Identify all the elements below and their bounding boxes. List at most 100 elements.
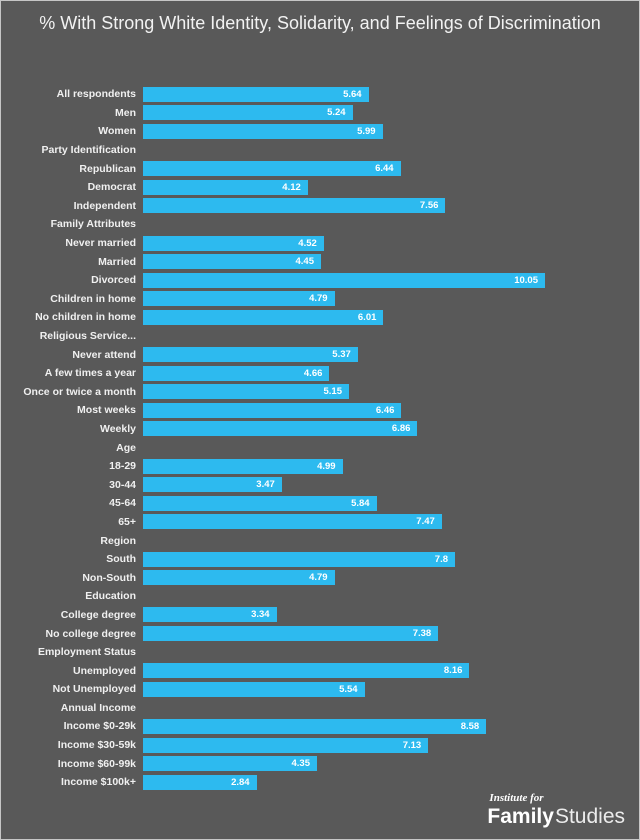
category-header-label: Employment Status [37, 646, 136, 659]
bar: 4.12 [143, 179, 308, 195]
bar-label: Women [98, 125, 136, 138]
bar-value-label: 6.44 [375, 163, 394, 175]
bar: 7.13 [143, 737, 429, 753]
bar-track: 4.35 [143, 756, 639, 772]
bar-row: Men 5.24 [1, 104, 639, 123]
bar-label: Men [115, 106, 136, 119]
bar-row: A few times a year 4.66 [1, 364, 639, 383]
bar-row: Democrat 4.12 [1, 178, 639, 197]
bar-label: Weekly [100, 422, 136, 435]
bar: 6.46 [143, 402, 402, 418]
bar-value-label: 5.15 [323, 386, 343, 398]
bar-label: A few times a year [44, 367, 136, 380]
bar-row: Income $60-99k 4.35 [1, 754, 639, 773]
bar-track: 4.79 [143, 291, 639, 307]
ifs-logo-studies: Studies [554, 805, 625, 828]
bar: 3.47 [143, 477, 282, 493]
bar-label: Income $60-99k [57, 757, 136, 770]
bar-value-label: 5.64 [343, 88, 362, 100]
bar-row: Independent 7.56 [1, 197, 639, 216]
bar-value-label: 3.34 [251, 609, 270, 621]
bar-track: 10.05 [143, 272, 639, 288]
bar-track: 5.24 [143, 105, 639, 121]
bar-label: Once or twice a month [23, 385, 136, 398]
category-header-row: Family Attributes [1, 215, 639, 234]
bar-track: 5.15 [143, 384, 639, 400]
bar-value-label: 4.35 [291, 758, 311, 770]
bar-label: Republican [79, 162, 136, 175]
bar-value-label: 7.38 [412, 628, 432, 640]
bar-row: 18-29 4.99 [1, 457, 639, 476]
bar-label: Independent [73, 199, 136, 212]
bar-label: Income $30-59k [57, 739, 136, 752]
bar-value-label: 6.86 [391, 423, 411, 435]
bar-track: 6.86 [143, 421, 639, 437]
ifs-logo-institute-for: Institute for [489, 792, 544, 804]
bar-track: 5.37 [143, 347, 639, 363]
bar-label: Non-South [82, 571, 136, 584]
bar-row: Divorced 10.05 [1, 271, 639, 290]
bar: 8.58 [143, 718, 487, 734]
category-header-label: Party Identification [41, 144, 136, 157]
bar-track: 7.47 [143, 514, 639, 530]
bar-value-label: 8.58 [460, 720, 480, 732]
bar-row: 30-44 3.47 [1, 475, 639, 494]
category-header-row: Religious Service... [1, 327, 639, 346]
bar-value-label: 6.46 [375, 404, 395, 416]
bar-track: 4.99 [143, 458, 639, 474]
bar-track [143, 329, 639, 344]
bar: 10.05 [143, 272, 545, 288]
bar-value-label: 4.12 [282, 181, 301, 193]
chart-title: % With Strong White Identity, Solidarity… [39, 13, 601, 33]
ifs-logo-family: Family [487, 805, 554, 828]
bar-track: 5.64 [143, 86, 639, 102]
bar-value-label: 4.99 [317, 460, 336, 472]
bar-label: College degree [60, 608, 136, 621]
bar-row: Children in home 4.79 [1, 290, 639, 309]
bar-label: Income $0-29k [63, 720, 136, 733]
bar-track [143, 143, 639, 158]
bar: 5.37 [143, 347, 358, 363]
bar-track: 8.58 [143, 718, 639, 734]
bar-track: 4.79 [143, 570, 639, 586]
bar-track [143, 533, 639, 548]
bar-row: 65+ 7.47 [1, 513, 639, 532]
bar-label: Unemployed [72, 664, 136, 677]
bar-track: 3.34 [143, 607, 639, 623]
bar-track: 8.16 [143, 663, 639, 679]
bar: 2.84 [143, 774, 257, 790]
bar: 7.38 [143, 626, 439, 642]
bar-label: 45-64 [109, 497, 136, 510]
bar: 5.99 [143, 123, 383, 139]
bar-label: Married [98, 255, 136, 268]
bar-label: South [106, 553, 136, 566]
bar-track [143, 589, 639, 604]
bar: 4.66 [143, 365, 330, 381]
bar-row: No college degree 7.38 [1, 624, 639, 643]
bar: 6.01 [143, 309, 384, 325]
bar: 5.54 [143, 681, 365, 697]
bar-value-label: 5.99 [357, 125, 376, 137]
ifs-logo: Institute for FamilyStudies [487, 792, 625, 828]
bar-track: 4.66 [143, 365, 639, 381]
bar-row: No children in home 6.01 [1, 308, 639, 327]
bar: 4.45 [143, 254, 321, 270]
bar-value-label: 7.56 [419, 200, 439, 212]
bar-row: Never attend 5.37 [1, 345, 639, 364]
bar: 5.15 [143, 384, 349, 400]
bar: 4.99 [143, 458, 343, 474]
bar-label: Never attend [72, 348, 136, 361]
bar: 8.16 [143, 663, 470, 679]
category-header-label: Religious Service... [39, 330, 136, 343]
bar-track [143, 700, 639, 715]
bar: 6.86 [143, 421, 418, 437]
bar-label: Democrat [87, 181, 136, 194]
category-header-label: Region [100, 534, 136, 547]
bar-label: 30-44 [109, 478, 136, 491]
bar-row: South 7.8 [1, 550, 639, 569]
bar-track: 7.13 [143, 737, 639, 753]
bar-row: Married 4.45 [1, 252, 639, 271]
bar: 5.84 [143, 495, 377, 511]
bar: 4.52 [143, 235, 324, 251]
bar-label: Not Unemployed [52, 683, 136, 696]
